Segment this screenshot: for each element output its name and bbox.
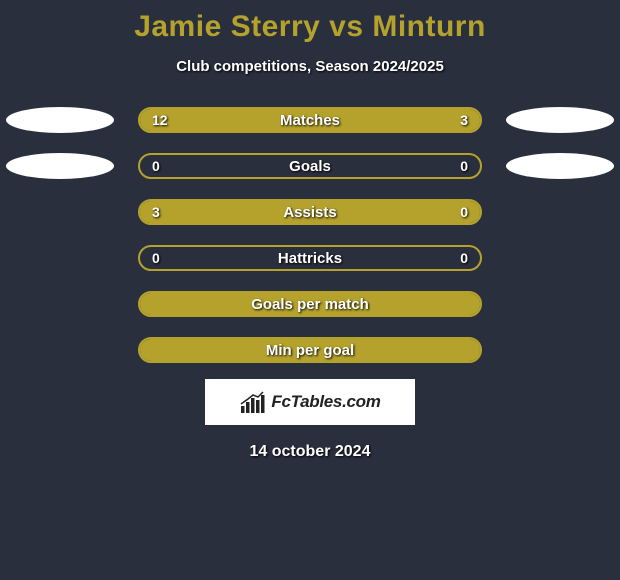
page-title: Jamie Sterry vs Minturn xyxy=(134,10,486,44)
avatar-spacer xyxy=(6,337,114,363)
stat-bar: Goals0 0 xyxy=(138,153,482,179)
avatar-spacer xyxy=(506,245,614,271)
stat-bar: Assists30 xyxy=(138,199,482,225)
stat-value-left: 0 xyxy=(152,155,160,177)
stat-row: Goals per match xyxy=(0,291,620,317)
logo-text: FcTables.com xyxy=(271,392,380,412)
player-avatar-right xyxy=(506,153,614,179)
player-avatar-right xyxy=(506,107,614,133)
avatar-spacer xyxy=(6,291,114,317)
avatar-spacer xyxy=(506,199,614,225)
stat-label: Hattricks xyxy=(140,247,480,269)
stat-row: Assists30 xyxy=(0,199,620,225)
stat-value-right: 0 xyxy=(460,155,468,177)
stats-rows: Matches123Goals00Assists30Hattricks00Goa… xyxy=(0,107,620,363)
bar-fill-left xyxy=(140,201,398,223)
avatar-spacer xyxy=(506,291,614,317)
bar-fill-left xyxy=(140,293,480,315)
avatar-spacer xyxy=(506,337,614,363)
content-wrapper: Jamie Sterry vs Minturn Club competition… xyxy=(0,0,620,580)
player-avatar-left xyxy=(6,107,114,133)
bar-fill-left xyxy=(140,109,398,131)
stat-row: Matches123 xyxy=(0,107,620,133)
stat-bar: Min per goal xyxy=(138,337,482,363)
page-subtitle: Club competitions, Season 2024/2025 xyxy=(176,58,444,75)
stat-bar: Goals per match xyxy=(138,291,482,317)
avatar-spacer xyxy=(6,199,114,225)
stat-label: Goals xyxy=(140,155,480,177)
bars-icon xyxy=(239,391,265,413)
bar-fill-right xyxy=(398,109,480,131)
avatar-spacer xyxy=(6,245,114,271)
stat-bar: Matches123 xyxy=(138,107,482,133)
stat-row: Goals0 0 xyxy=(0,153,620,179)
date-text: 14 october 2024 xyxy=(250,443,371,461)
stat-row: Hattricks0 0 xyxy=(0,245,620,271)
bar-fill-left xyxy=(140,339,480,361)
stat-bar: Hattricks0 0 xyxy=(138,245,482,271)
bar-fill-right xyxy=(398,201,480,223)
stat-row: Min per goal xyxy=(0,337,620,363)
player-avatar-left xyxy=(6,153,114,179)
stat-value-right: 0 xyxy=(460,247,468,269)
stat-value-left: 0 xyxy=(152,247,160,269)
logo-box: FcTables.com xyxy=(205,379,415,425)
